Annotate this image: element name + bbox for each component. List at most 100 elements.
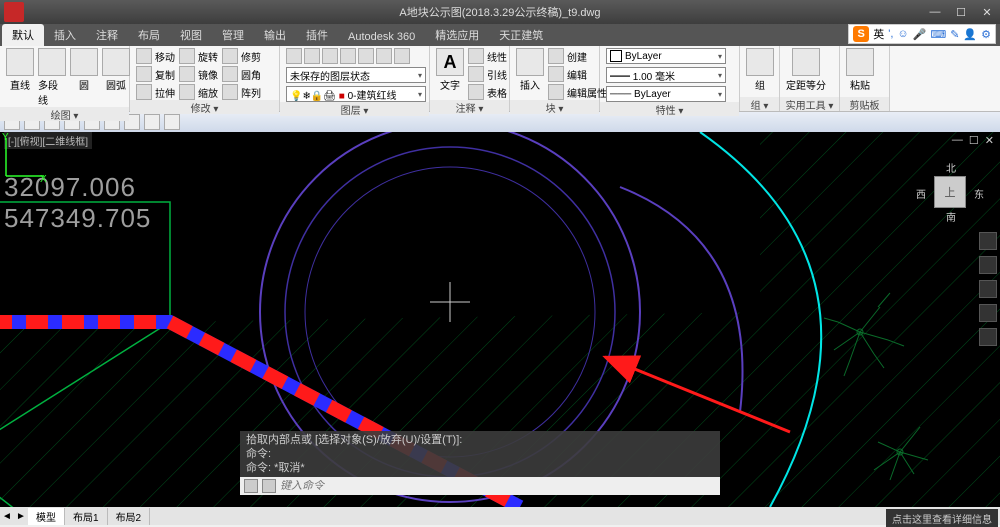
viewcube-west[interactable]: 西 — [916, 186, 926, 201]
layer-tool-icon[interactable] — [394, 48, 410, 64]
paste-button[interactable]: 粘贴 — [846, 48, 874, 92]
lineweight-dropdown[interactable]: ━━ 1.00 毫米▾ — [606, 67, 726, 83]
measure-button[interactable]: 定距等分 — [786, 48, 826, 92]
layer-tool-icon[interactable] — [304, 48, 320, 64]
layout-tab-1[interactable]: 布局1 — [65, 508, 108, 525]
color-dropdown[interactable]: ByLayer▾ — [606, 48, 726, 64]
status-message[interactable]: 点击这里查看详细信息 — [886, 509, 998, 527]
layer-state-dropdown[interactable]: 未保存的图层状态▾ — [286, 67, 426, 83]
viewcube[interactable]: 北 南 西 东 上 — [920, 162, 980, 222]
rotate-button[interactable]: 旋转 — [179, 48, 218, 64]
ime-toolbar[interactable]: S 英 ', ☺ 🎤 ⌨ ✎ 👤 ⚙ — [848, 24, 996, 44]
viewcube-east[interactable]: 东 — [974, 186, 984, 201]
sogou-icon: S — [853, 26, 869, 42]
tab-featured[interactable]: 精选应用 — [425, 24, 489, 46]
panel-utilities-label[interactable]: 实用工具 ▾ — [780, 97, 839, 111]
tab-layout[interactable]: 布局 — [128, 24, 170, 46]
edit-attr-button[interactable]: 编辑属性 — [548, 84, 607, 100]
mirror-button[interactable]: 镜像 — [179, 66, 218, 82]
panel-draw: 直线 多段线 圆 圆弧 绘图 ▾ — [0, 46, 130, 111]
panel-draw-label[interactable]: 绘图 ▾ — [0, 107, 129, 121]
nav-orbit-icon[interactable] — [979, 304, 997, 322]
linear-dim-button[interactable]: 线性 — [468, 48, 507, 64]
layer-tool-icon[interactable] — [358, 48, 374, 64]
nav-showmotion-icon[interactable] — [979, 328, 997, 346]
ime-handwrite-icon[interactable]: ✎ — [950, 28, 959, 41]
copy-button[interactable]: 复制 — [136, 66, 175, 82]
tab-default[interactable]: 默认 — [2, 24, 44, 46]
linetype-dropdown[interactable]: ─── ByLayer▾ — [606, 86, 726, 102]
ime-mode[interactable]: 英 — [873, 26, 884, 42]
title-bar: A地块公示图(2018.3.29公示终稿)_t9.dwg — ☐ ✕ — [0, 0, 1000, 24]
ime-voice-icon[interactable]: 🎤 — [913, 28, 927, 41]
command-input[interactable] — [280, 480, 716, 492]
ime-settings-icon[interactable]: ⚙ — [981, 28, 991, 41]
ime-punct-icon[interactable]: ', — [888, 28, 893, 40]
panel-clipboard: 粘贴 剪贴板 — [840, 46, 890, 111]
tab-view[interactable]: 视图 — [170, 24, 212, 46]
qat-icon[interactable] — [144, 114, 160, 130]
panel-layer-label[interactable]: 图层 ▾ — [280, 102, 429, 116]
table-icon — [468, 84, 484, 100]
layer-tool-icon[interactable] — [322, 48, 338, 64]
fillet-button[interactable]: 圆角 — [222, 66, 261, 82]
command-history-icon[interactable] — [262, 479, 276, 493]
nav-wheel-icon[interactable] — [979, 232, 997, 250]
command-close-icon[interactable] — [244, 479, 258, 493]
edit-block-button[interactable]: 编辑 — [548, 66, 607, 82]
panel-group-label[interactable]: 组 ▾ — [740, 97, 779, 111]
move-button[interactable]: 移动 — [136, 48, 175, 64]
layer-tool-icon[interactable] — [376, 48, 392, 64]
tab-scroll-left-icon[interactable]: ◄ — [0, 511, 14, 522]
command-history: 拾取内部点或 [选择对象(S)/放弃(U)/设置(T)]: 命令: 命令: *取… — [240, 431, 720, 477]
panel-modify-label[interactable]: 修改 ▾ — [130, 100, 279, 114]
arc-button[interactable]: 圆弧 — [102, 48, 130, 92]
tab-tangent[interactable]: 天正建筑 — [489, 24, 553, 46]
viewcube-south[interactable]: 南 — [946, 209, 956, 224]
table-button[interactable]: 表格 — [468, 84, 507, 100]
tab-a360[interactable]: Autodesk 360 — [338, 28, 425, 46]
layer-tool-icon[interactable] — [286, 48, 302, 64]
ime-emoji-icon[interactable]: ☺ — [897, 28, 908, 40]
trim-button[interactable]: 修剪 — [222, 48, 261, 64]
layout-tab-2[interactable]: 布局2 — [108, 508, 151, 525]
qat-icon[interactable] — [164, 114, 180, 130]
text-icon: A — [436, 48, 464, 76]
ime-user-icon[interactable]: 👤 — [963, 28, 977, 41]
ribbon: 直线 多段线 圆 圆弧 绘图 ▾ 移动 复制 拉伸 旋转 镜像 缩放 修剪 圆角… — [0, 46, 1000, 112]
command-input-bar[interactable] — [240, 477, 720, 495]
array-button[interactable]: 阵列 — [222, 84, 261, 100]
minimize-button[interactable]: — — [922, 3, 948, 21]
tab-output[interactable]: 输出 — [254, 24, 296, 46]
tab-scroll-right-icon[interactable]: ► — [14, 511, 28, 522]
panel-annotate-label[interactable]: 注释 ▾ — [430, 100, 509, 114]
group-button[interactable]: 组 — [746, 48, 774, 92]
viewcube-north[interactable]: 北 — [946, 160, 956, 175]
tab-plugins[interactable]: 插件 — [296, 24, 338, 46]
viewcube-top-face[interactable]: 上 — [934, 176, 966, 208]
tab-manage[interactable]: 管理 — [212, 24, 254, 46]
nav-zoom-icon[interactable] — [979, 280, 997, 298]
stretch-button[interactable]: 拉伸 — [136, 84, 175, 100]
layer-current-dropdown[interactable]: 💡❄🔒🖨 ■ 0-建筑红线▾ — [286, 86, 426, 102]
scale-button[interactable]: 缩放 — [179, 84, 218, 100]
maximize-button[interactable]: ☐ — [948, 3, 974, 21]
circle-button[interactable]: 圆 — [70, 48, 98, 92]
drawing-viewport[interactable]: [-][俯视][二维线框] 32097.006 547349.705 — ☐ ✕ — [0, 132, 1000, 507]
insert-block-button[interactable]: 插入 — [516, 48, 544, 92]
tab-annotate[interactable]: 注释 — [86, 24, 128, 46]
leader-button[interactable]: 引线 — [468, 66, 507, 82]
close-button[interactable]: ✕ — [974, 3, 1000, 21]
nav-pan-icon[interactable] — [979, 256, 997, 274]
panel-block-label[interactable]: 块 ▾ — [510, 100, 599, 114]
layout-tab-model[interactable]: 模型 — [28, 508, 65, 525]
panel-clipboard-label[interactable]: 剪贴板 — [840, 97, 889, 111]
text-button[interactable]: A文字 — [436, 48, 464, 92]
panel-properties-label[interactable]: 特性 ▾ — [600, 102, 739, 116]
tab-insert[interactable]: 插入 — [44, 24, 86, 46]
layer-tool-icon[interactable] — [340, 48, 356, 64]
polyline-button[interactable]: 多段线 — [38, 48, 66, 107]
line-button[interactable]: 直线 — [6, 48, 34, 92]
create-block-button[interactable]: 创建 — [548, 48, 607, 64]
ime-keyboard-icon[interactable]: ⌨ — [930, 28, 946, 41]
